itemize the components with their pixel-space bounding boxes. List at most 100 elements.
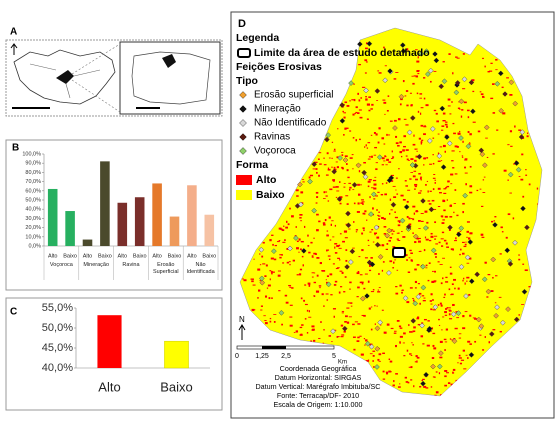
erosion-marker	[447, 224, 453, 231]
alto-speck	[388, 358, 391, 361]
alto-speck	[388, 239, 391, 242]
erosion-marker	[427, 138, 433, 144]
alto-speck	[318, 337, 321, 339]
alto-speck	[319, 287, 321, 289]
alto-speck	[371, 103, 374, 106]
alto-speck	[328, 157, 331, 159]
alto-speck	[440, 160, 443, 162]
alto-speck	[269, 320, 272, 323]
alto-speck	[356, 112, 360, 114]
alto-speck	[455, 237, 457, 240]
alto-speck	[479, 91, 482, 93]
alto-speck	[316, 257, 319, 259]
alto-speck	[492, 83, 495, 86]
alto-speck	[434, 253, 437, 255]
alto-speck	[332, 236, 335, 238]
alto-speck	[442, 144, 446, 148]
alto-speck	[410, 252, 413, 255]
alto-speck	[361, 232, 364, 235]
alto-speck	[361, 201, 365, 203]
y-tick-label: 0,0%	[28, 243, 41, 249]
alto-speck	[374, 305, 376, 307]
alto-speck	[373, 154, 377, 156]
alto-speck	[482, 179, 485, 181]
erosion-marker	[497, 70, 504, 77]
alto-speck	[405, 149, 409, 151]
alto-speck	[361, 249, 364, 252]
alto-speck	[453, 338, 456, 340]
alto-speck	[448, 313, 451, 316]
alto-speck	[430, 232, 433, 235]
alto-speck	[448, 307, 451, 309]
y-tick-label: 10,0%	[25, 234, 41, 240]
alto-speck	[432, 332, 436, 335]
alto-speck	[435, 243, 439, 245]
bar	[164, 340, 189, 369]
alto-speck	[498, 296, 502, 298]
alto-speck	[412, 344, 414, 346]
alto-speck	[288, 261, 291, 263]
alto-speck	[461, 155, 464, 157]
alto-speck	[405, 254, 408, 257]
alto-speck	[268, 297, 271, 300]
alto-speck	[395, 177, 398, 179]
alto-speck	[370, 108, 373, 110]
alto-speck	[341, 166, 344, 169]
alto-speck	[431, 327, 434, 330]
alto-speck	[492, 153, 495, 155]
alto-speck	[424, 124, 426, 127]
alto-speck	[405, 155, 408, 157]
alto-speck	[452, 167, 455, 169]
alto-speck	[273, 258, 277, 261]
alto-speck	[437, 205, 441, 207]
erosion-marker	[271, 248, 277, 254]
alto-speck	[406, 158, 409, 161]
alto-speck	[356, 296, 359, 298]
alto-speck	[469, 343, 472, 345]
alto-speck	[374, 146, 378, 149]
alto-speck	[417, 110, 420, 113]
alto-speck	[445, 242, 448, 245]
alto-speck	[402, 342, 405, 344]
alto-speck	[343, 183, 346, 184]
alto-speck	[334, 224, 337, 227]
alto-speck	[260, 305, 263, 307]
alto-speck	[262, 263, 266, 265]
alto-speck	[449, 318, 453, 320]
erosion-marker	[507, 171, 514, 178]
alto-speck	[357, 270, 360, 274]
alto-speck	[469, 165, 472, 168]
alto-speck	[318, 220, 321, 223]
alto-speck	[416, 60, 420, 63]
alto-speck	[427, 190, 429, 193]
alto-speck	[338, 336, 340, 338]
erosion-marker	[500, 319, 506, 326]
alto-speck	[317, 158, 320, 160]
alto-speck	[450, 293, 454, 296]
alto-speck	[486, 156, 489, 159]
alto-speck	[394, 330, 397, 332]
alto-speck	[454, 240, 458, 242]
erosion-marker	[339, 118, 346, 124]
alto-speck	[389, 360, 393, 363]
erosion-marker	[374, 364, 380, 370]
alto-speck	[383, 143, 386, 145]
alto-speck	[373, 187, 377, 190]
alto-speck	[337, 267, 340, 269]
alto-speck	[300, 297, 303, 300]
alto-speck	[293, 332, 296, 333]
alto-speck	[296, 247, 299, 250]
alto-speck	[425, 104, 429, 107]
alto-speck	[410, 259, 413, 262]
alto-speck	[450, 248, 454, 251]
alto-speck	[253, 258, 255, 260]
alto-speck	[367, 244, 370, 246]
alto-speck	[339, 270, 343, 272]
alto-speck	[444, 123, 448, 126]
erosion-marker	[412, 300, 419, 307]
alto-speck	[383, 226, 387, 228]
alto-speck	[313, 281, 317, 284]
alto-speck	[342, 110, 344, 113]
alto-speck	[378, 353, 382, 356]
alto-speck	[322, 222, 326, 224]
